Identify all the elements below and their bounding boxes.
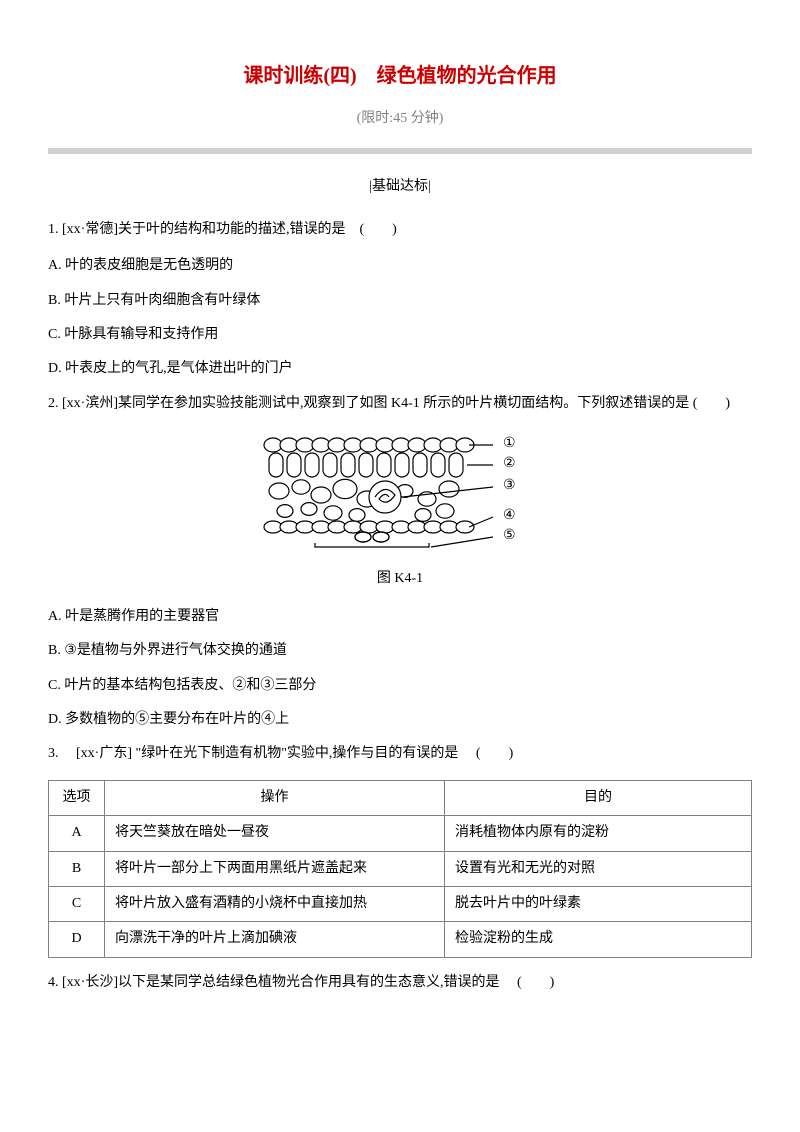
q1-opt-c: C. 叶脉具有输导和支持作用	[48, 324, 752, 346]
table-cell: D	[49, 922, 105, 957]
svg-text:④: ④	[503, 508, 516, 523]
leaf-cross-section-diagram: ① ② ③ ④ ⑤	[48, 429, 752, 557]
q2-stem: 2. [xx·滨州]某同学在参加实验技能测试中,观察到了如图 K4-1 所示的叶…	[48, 393, 752, 415]
table-row: B将叶片一部分上下两面用黑纸片遮盖起来设置有光和无光的对照	[49, 851, 752, 886]
table-cell: C	[49, 887, 105, 922]
figure-caption: 图 K4-1	[48, 568, 752, 590]
table-cell: 脱去叶片中的叶绿素	[445, 887, 752, 922]
divider	[48, 148, 752, 154]
table-cell: A	[49, 816, 105, 851]
table-cell: 将天竺葵放在暗处一昼夜	[105, 816, 445, 851]
svg-text:②: ②	[503, 456, 516, 471]
q1-opt-b: B. 叶片上只有叶肉细胞含有叶绿体	[48, 290, 752, 312]
q3-stem: 3. [xx·广东] "绿叶在光下制造有机物"实验中,操作与目的有误的是 ( )	[48, 743, 752, 765]
table-header: 选项	[49, 780, 105, 815]
leaf-diagram-svg: ① ② ③ ④ ⑤	[255, 429, 545, 549]
q1-stem: 1. [xx·常德]关于叶的结构和功能的描述,错误的是 ( )	[48, 219, 752, 241]
q1-opt-a: A. 叶的表皮细胞是无色透明的	[48, 255, 752, 277]
svg-text:①: ①	[503, 436, 516, 451]
table-cell: 设置有光和无光的对照	[445, 851, 752, 886]
q2-opt-c: C. 叶片的基本结构包括表皮、②和③三部分	[48, 675, 752, 697]
table-cell: 向漂洗干净的叶片上滴加碘液	[105, 922, 445, 957]
table-cell: B	[49, 851, 105, 886]
svg-text:⑤: ⑤	[503, 528, 516, 543]
table-cell: 将叶片放入盛有酒精的小烧杯中直接加热	[105, 887, 445, 922]
table-cell: 消耗植物体内原有的淀粉	[445, 816, 752, 851]
page-subtitle: (限时:45 分钟)	[48, 108, 752, 130]
table-row: D向漂洗干净的叶片上滴加碘液检验淀粉的生成	[49, 922, 752, 957]
table-row: A将天竺葵放在暗处一昼夜消耗植物体内原有的淀粉	[49, 816, 752, 851]
q1-opt-d: D. 叶表皮上的气孔,是气体进出叶的门户	[48, 358, 752, 380]
table-cell: 检验淀粉的生成	[445, 922, 752, 957]
q2-opt-d: D. 多数植物的⑤主要分布在叶片的④上	[48, 709, 752, 731]
table-row: C将叶片放入盛有酒精的小烧杯中直接加热脱去叶片中的叶绿素	[49, 887, 752, 922]
page-title: 课时训练(四) 绿色植物的光合作用	[48, 60, 752, 92]
svg-text:③: ③	[503, 478, 516, 493]
q2-opt-a: A. 叶是蒸腾作用的主要器官	[48, 606, 752, 628]
table-cell: 将叶片一部分上下两面用黑纸片遮盖起来	[105, 851, 445, 886]
section-label: |基础达标|	[48, 176, 752, 198]
table-header: 操作	[105, 780, 445, 815]
q3-table: 选项操作目的 A将天竺葵放在暗处一昼夜消耗植物体内原有的淀粉B将叶片一部分上下两…	[48, 780, 752, 958]
q4-stem: 4. [xx·长沙]以下是某同学总结绿色植物光合作用具有的生态意义,错误的是 (…	[48, 972, 752, 994]
q2-opt-b: B. ③是植物与外界进行气体交换的通道	[48, 640, 752, 662]
table-header: 目的	[445, 780, 752, 815]
